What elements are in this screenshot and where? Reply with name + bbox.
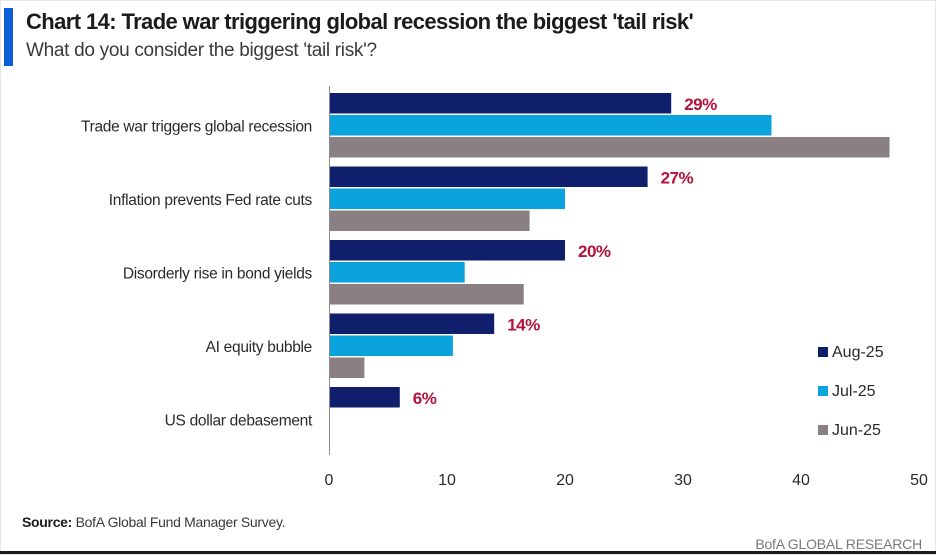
category-label: Inflation prevents Fed rate cuts bbox=[109, 192, 313, 209]
chart-subtitle: What do you consider the biggest 'tail r… bbox=[26, 40, 377, 61]
bar-aug-25-1 bbox=[329, 93, 672, 114]
data-label: 29% bbox=[684, 95, 717, 114]
data-label: 20% bbox=[578, 242, 611, 261]
bar-jul-25-2 bbox=[329, 188, 565, 209]
category-label: AI equity bubble bbox=[206, 339, 312, 356]
bar-aug-25-5 bbox=[329, 387, 400, 408]
source-text: BofA Global Fund Manager Survey. bbox=[75, 514, 286, 530]
bar-jul-25-4 bbox=[329, 335, 453, 356]
chart-title: Chart 14: Trade war triggering global re… bbox=[26, 9, 694, 34]
bar-aug-25-3 bbox=[329, 240, 565, 261]
data-label: 27% bbox=[661, 168, 694, 187]
legend-label: Jul-25 bbox=[832, 383, 876, 400]
bar-jun-25-1 bbox=[329, 137, 890, 158]
bar-jul-25-1 bbox=[329, 115, 772, 136]
source-note: Source: BofA Global Fund Manager Survey. bbox=[22, 514, 286, 530]
legend-label: Jun-25 bbox=[832, 422, 881, 439]
bar-jun-25-2 bbox=[329, 210, 530, 231]
legend-swatch-jul-25 bbox=[818, 386, 828, 396]
bottom-rule bbox=[0, 551, 936, 554]
data-label: 6% bbox=[413, 389, 437, 408]
legend-label: Aug-25 bbox=[832, 344, 884, 361]
legend-swatch-jun-25 bbox=[818, 425, 828, 435]
brand-footer: BofA GLOBAL RESEARCH bbox=[755, 536, 922, 552]
category-label: Trade war triggers global recession bbox=[81, 118, 312, 135]
bar-aug-25-4 bbox=[329, 313, 495, 334]
title-accent-bar bbox=[4, 8, 13, 66]
category-label: US dollar debasement bbox=[165, 412, 313, 429]
x-tick-label: 30 bbox=[674, 472, 692, 489]
bar-aug-25-2 bbox=[329, 166, 648, 187]
category-label: Disorderly rise in bond yields bbox=[123, 265, 313, 282]
bar-jul-25-3 bbox=[329, 262, 465, 283]
source-label: Source: bbox=[22, 514, 73, 530]
bar-jun-25-4 bbox=[329, 357, 365, 378]
bar-jun-25-3 bbox=[329, 284, 524, 305]
x-tick-label: 10 bbox=[438, 472, 456, 489]
x-tick-label: 50 bbox=[910, 472, 928, 489]
x-tick-label: 20 bbox=[556, 472, 574, 489]
data-label: 14% bbox=[507, 315, 540, 334]
legend-swatch-aug-25 bbox=[818, 347, 828, 357]
x-tick-label: 0 bbox=[325, 472, 334, 489]
x-tick-label: 40 bbox=[792, 472, 810, 489]
